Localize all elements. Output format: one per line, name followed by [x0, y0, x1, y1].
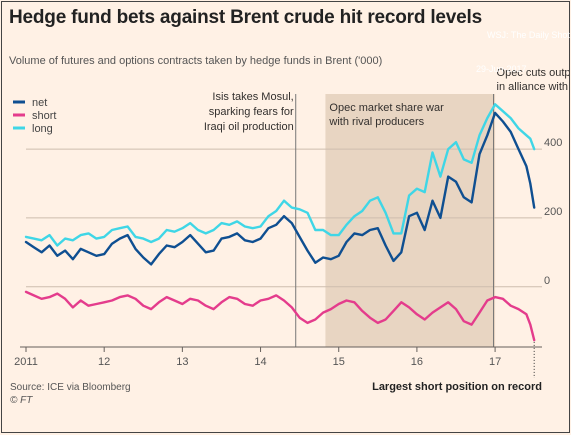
source-note: Source: ICE via Bloomberg	[10, 382, 131, 393]
series-line-long	[24, 103, 536, 247]
series-line-net	[24, 111, 536, 266]
y-tick-label-0: 0	[544, 275, 550, 287]
annotation-shaded-line-1: with rival producers	[328, 116, 424, 128]
bottom-annotation-label: Largest short position on record	[372, 381, 542, 393]
ft-credit: © FT	[10, 395, 33, 406]
y-tick-label-200: 200	[544, 206, 562, 218]
annotation-shaded-line-0: Opec market share war	[329, 102, 444, 114]
series-line-short	[24, 290, 536, 342]
annotation-isis-line-1: sparking fears for	[209, 106, 294, 118]
x-tick-label-2014: 14	[254, 356, 266, 368]
annotation-isis-line-0: Isis takes Mosul,	[212, 91, 293, 103]
legend-label-net: net	[32, 97, 47, 109]
shaded-region	[325, 94, 496, 347]
x-tick-label-2012: 12	[98, 356, 110, 368]
x-tick-label-2017: 17	[489, 356, 501, 368]
y-tick-label-400: 400	[544, 137, 562, 149]
annotation-isis-line-2: Iraqi oil production	[204, 121, 294, 133]
watermark-date: 29-Jun-2017	[476, 64, 527, 74]
legend-label-long: long	[32, 123, 53, 135]
legend-label-short: short	[32, 110, 56, 122]
x-tick-label-2016: 16	[411, 356, 423, 368]
x-tick-label-2015: 15	[333, 356, 345, 368]
annotation-opec-line-0: Opec cuts output	[497, 67, 569, 79]
x-tick-label-2011: 2011	[14, 356, 38, 368]
chart-subtitle: Volume of futures and options contracts …	[9, 55, 383, 67]
x-tick-label-2013: 13	[176, 356, 188, 368]
annotation-opec-line-1: in alliance with Russia	[497, 81, 569, 93]
chart-title: Hedge fund bets against Brent crude hit …	[9, 7, 482, 28]
watermark-source: WSJ: The Daily Shot	[487, 30, 570, 40]
